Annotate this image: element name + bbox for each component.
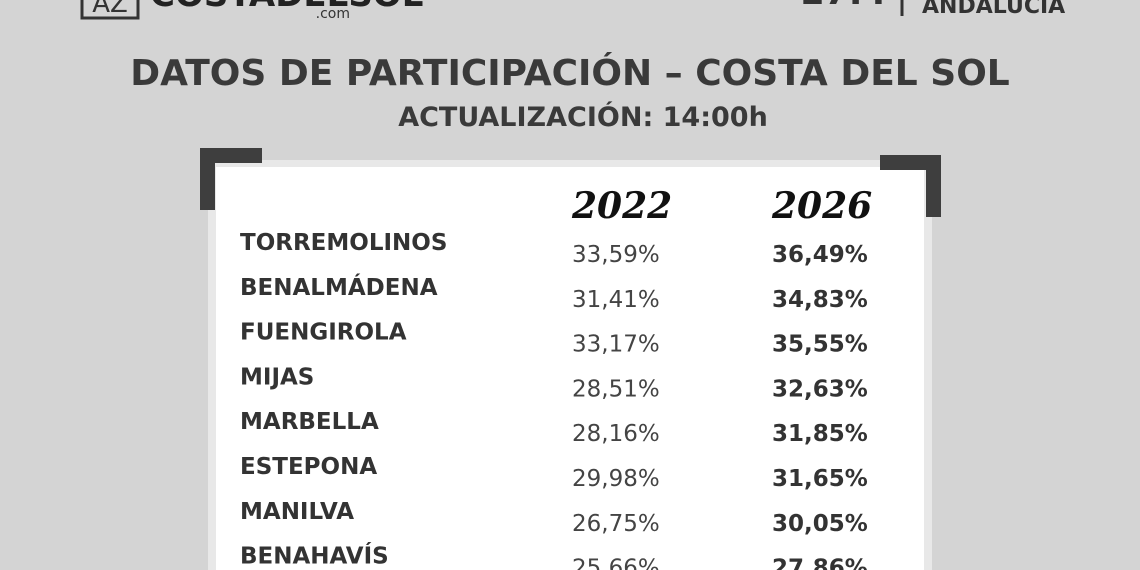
value-2026: 31,65% (772, 466, 868, 492)
region-logo: ANDALUCÍA (922, 0, 1065, 19)
value-2022: 31,41% (572, 287, 660, 313)
title: DATOS DE PARTICIPACIÓN – COSTA DEL SOL (130, 52, 1009, 94)
row-name: TORREMOLINOS (240, 230, 447, 256)
column-header: 2026 (771, 185, 872, 227)
row-name: MARBELLA (240, 409, 379, 435)
logo-box (80, 0, 140, 20)
value-2022: 33,17% (572, 332, 660, 358)
logo-domain: .com (316, 6, 350, 22)
value-2026: 32,63% (772, 376, 868, 402)
card (216, 167, 924, 570)
row-name: BENALMÁDENA (240, 273, 438, 301)
row-name: FUENGIROLA (240, 320, 407, 346)
event-logo: 17M (799, 0, 885, 13)
corner-bracket (880, 155, 941, 217)
value-2026: 34,83% (772, 287, 868, 313)
row-name: MIJAS (240, 364, 314, 390)
value-2026: 35,55% (772, 332, 868, 358)
value-2022: 28,16% (572, 421, 660, 447)
value-2022: 26,75% (572, 511, 660, 537)
value-2022: 28,51% (572, 376, 660, 402)
value-2026: 36,49% (772, 242, 868, 268)
value-2026: 31,85% (772, 421, 868, 447)
column-header: 2022 (571, 185, 672, 227)
value-2026: 30,05% (772, 511, 868, 537)
value-2022: 33,59% (572, 242, 660, 268)
subtitle: ACTUALIZACIÓN: 14:00h (398, 101, 768, 133)
row-name: BENAHAVÍS (240, 542, 389, 570)
corner-bracket (200, 148, 262, 210)
value-2022: 29,98% (572, 466, 660, 492)
value-2022: 25,66% (572, 556, 660, 570)
row-name: ESTEPONA (240, 454, 377, 480)
logo-mark: AZ (92, 0, 128, 19)
value-2026: 27,86% (772, 556, 868, 570)
row-name: MANILVA (240, 499, 354, 525)
table: 2022 2026 TORREMOLINOS 33,59% 36,49% BENALMÁD… (240, 185, 872, 570)
